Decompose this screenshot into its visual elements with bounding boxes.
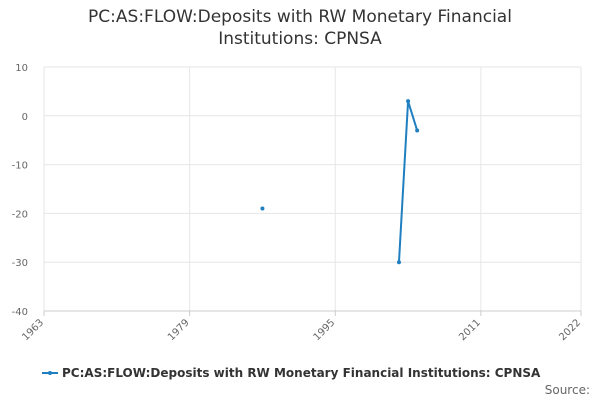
- chart-title: PC:AS:FLOW:Deposits with RW Monetary Fin…: [88, 7, 512, 49]
- point: [396, 260, 401, 265]
- y-tick-label: -10: [12, 161, 28, 172]
- x-tick-label: 1979: [166, 317, 192, 343]
- x-tick-label: 2022: [557, 317, 583, 343]
- y-tick-label: -40: [12, 307, 28, 318]
- legend-label: PC:AS:FLOW:Deposits with RW Monetary Fin…: [62, 366, 541, 380]
- x-tick-label: 2011: [457, 317, 483, 343]
- source: Source:: [545, 383, 590, 397]
- point: [260, 206, 265, 211]
- x-tick-label: 1995: [312, 317, 338, 343]
- y-tick-label: 0: [22, 112, 28, 123]
- line: [397, 100, 419, 263]
- point: [415, 128, 420, 133]
- legend-marker: [48, 371, 52, 375]
- y-tick-label: -20: [12, 209, 28, 220]
- y-tick-label: -30: [12, 258, 28, 269]
- x-tick-label: 1963: [20, 317, 46, 343]
- point: [406, 99, 411, 104]
- y-tick-label: 10: [15, 63, 28, 74]
